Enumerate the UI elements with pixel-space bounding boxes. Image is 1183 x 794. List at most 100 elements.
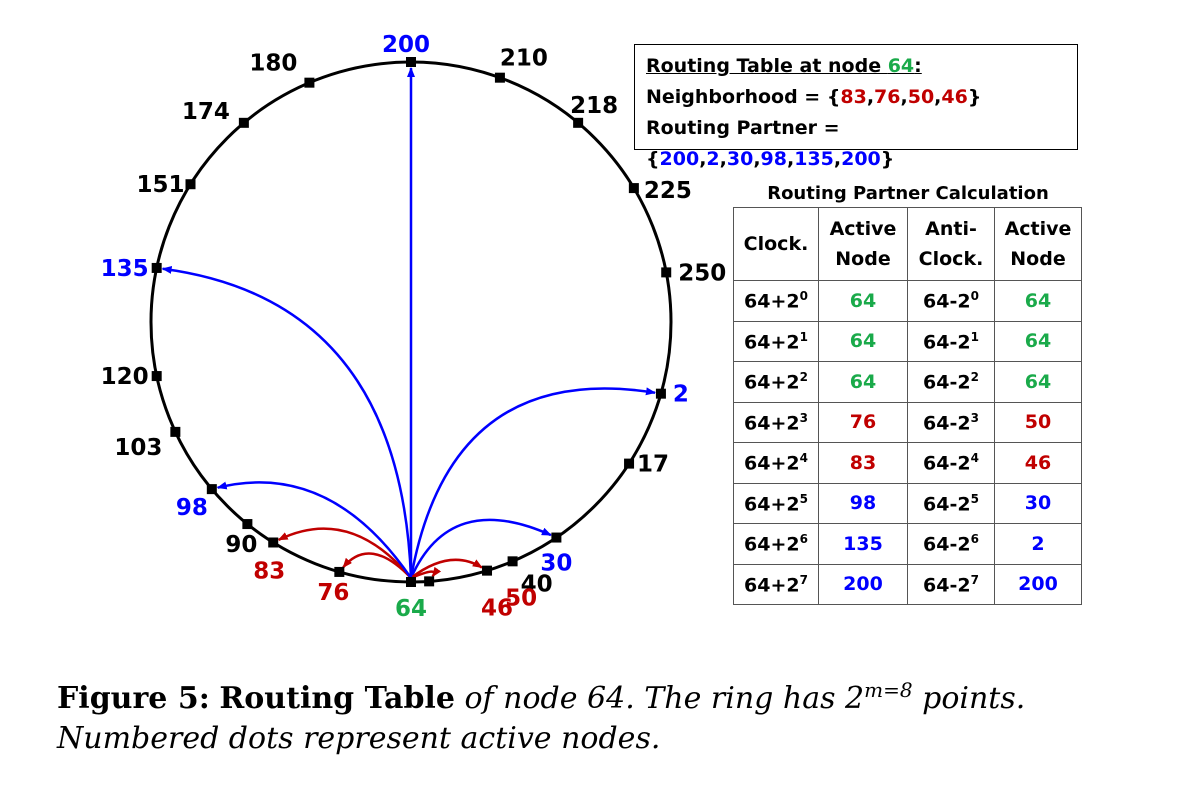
calc-acw-node: 200 bbox=[994, 563, 1082, 605]
ring-node-dot-180 bbox=[304, 77, 315, 88]
calc-acw-node: 64 bbox=[994, 320, 1082, 362]
routing-table-title: Routing Table at node 64: bbox=[646, 51, 1077, 82]
ring-node-dot-30 bbox=[551, 532, 562, 543]
header-clockwise-line1: Clock. bbox=[743, 233, 809, 255]
calc-cw-node: 64 bbox=[818, 320, 908, 362]
header-active-line2: Node bbox=[835, 248, 891, 270]
calc-acw-expr-base: 64-2 bbox=[923, 411, 971, 434]
calc-cw-expr-exponent: 2 bbox=[799, 370, 808, 385]
calc-acw-expr-base: 64-2 bbox=[923, 371, 971, 394]
ring-node-dot-98 bbox=[206, 484, 217, 495]
calc-cw-expr-base: 64+2 bbox=[744, 411, 800, 434]
header-anti-line2: Clock. bbox=[918, 248, 984, 270]
calc-acw-expr-exponent: 2 bbox=[970, 370, 979, 385]
ring-node-label-76: 76 bbox=[317, 580, 349, 606]
header-clockwise: Clock. bbox=[733, 207, 819, 281]
title-suffix: : bbox=[914, 55, 922, 77]
caption-italic-part2: points. Numbered dots represent active n… bbox=[57, 681, 1026, 756]
partner-separator: , bbox=[699, 148, 707, 170]
calc-cw-expr: 64+26 bbox=[733, 523, 819, 565]
calc-cw-expr-base: 64+2 bbox=[744, 290, 800, 313]
calc-cw-expr-exponent: 4 bbox=[799, 451, 808, 466]
arrow-to-30 bbox=[409, 518, 552, 579]
partner-prefix: Routing Partner = { bbox=[646, 117, 840, 170]
calc-cw-expr: 64+21 bbox=[733, 320, 819, 362]
calc-acw-expr-exponent: 0 bbox=[970, 289, 979, 304]
header-anticlockwise: Anti- Clock. bbox=[907, 207, 995, 281]
ring-node-dot-225 bbox=[628, 183, 639, 194]
neighborhood-item: 83 bbox=[840, 86, 867, 108]
partner-separator: , bbox=[719, 148, 727, 170]
calc-acw-expr: 64-26 bbox=[907, 523, 995, 565]
partner-suffix: } bbox=[880, 148, 895, 170]
calc-row: 64+25 98 64-25 30 bbox=[733, 482, 1082, 524]
ring-node-label-200: 200 bbox=[382, 32, 430, 58]
caption-italic-part1: of node 64. The ring has 2 bbox=[464, 681, 865, 716]
neighborhood-list: 83,76,50,46 bbox=[840, 86, 967, 108]
calc-acw-expr-exponent: 1 bbox=[970, 329, 979, 344]
calc-acw-expr-base: 64-2 bbox=[923, 573, 971, 596]
neighborhood-line: Neighborhood = {83,76,50,46} bbox=[646, 82, 1077, 113]
ring-node-label-17: 17 bbox=[637, 452, 669, 478]
calc-cw-node: 200 bbox=[818, 563, 908, 605]
ring-node-label-218: 218 bbox=[570, 93, 618, 119]
calc-row: 64+26 135 64-26 2 bbox=[733, 523, 1082, 565]
ring-node-dot-64 bbox=[406, 577, 416, 587]
partner-item: 200 bbox=[841, 148, 881, 170]
calc-cw-expr: 64+22 bbox=[733, 361, 819, 403]
routing-partner-calc-table: Clock. Active Node Anti- Clock. Active Node… bbox=[733, 207, 1082, 605]
caption-figure-label: Figure 5: bbox=[57, 681, 210, 716]
calc-cw-node: 83 bbox=[818, 442, 908, 484]
ring-node-label-225: 225 bbox=[644, 178, 692, 204]
calc-cw-expr-exponent: 0 bbox=[799, 289, 808, 304]
ring-node-dot-120 bbox=[151, 371, 162, 382]
ring-node-label-40: 40 bbox=[521, 571, 553, 597]
calc-cw-expr-base: 64+2 bbox=[744, 371, 800, 394]
calc-row: 64+22 64 64-22 64 bbox=[733, 361, 1082, 403]
partner-item: 98 bbox=[760, 148, 787, 170]
header-active2-line1: Active bbox=[1004, 218, 1072, 240]
calc-acw-expr: 64-24 bbox=[907, 442, 995, 484]
calc-table-body: 64+20 64 64-20 64 64+21 64 64-21 64 64+22 64 64-22… bbox=[733, 280, 1082, 605]
ring-node-label-103: 103 bbox=[114, 435, 162, 461]
calc-header-row: Clock. Active Node Anti- Clock. Active Node bbox=[733, 207, 1082, 281]
calc-cw-expr-base: 64+2 bbox=[744, 330, 800, 353]
calc-cw-node: 64 bbox=[818, 280, 908, 322]
ring-node-label-250: 250 bbox=[678, 260, 726, 286]
ring-node-dot-200 bbox=[406, 57, 416, 67]
calc-acw-expr-base: 64-2 bbox=[923, 533, 971, 556]
calc-cw-node: 98 bbox=[818, 482, 908, 524]
arrow-to-46 bbox=[410, 558, 483, 579]
calc-cw-expr-exponent: 6 bbox=[799, 532, 808, 547]
ring-node-label-151: 151 bbox=[136, 172, 184, 198]
ring-node-dot-250 bbox=[661, 267, 672, 278]
calc-table-title: Routing Partner Calculation bbox=[767, 183, 1049, 204]
neighborhood-item: 46 bbox=[941, 86, 968, 108]
neighborhood-separator: , bbox=[866, 86, 875, 108]
arrow-to-50 bbox=[410, 566, 442, 580]
calc-acw-expr-exponent: 6 bbox=[970, 532, 979, 547]
calc-row: 64+20 64 64-20 64 bbox=[733, 280, 1082, 322]
neighborhood-separator: , bbox=[900, 86, 908, 108]
partner-item: 135 bbox=[794, 148, 834, 170]
calc-cw-expr-base: 64+2 bbox=[744, 492, 800, 515]
neighborhood-suffix: } bbox=[967, 86, 982, 108]
caption-bold-title: Routing Table bbox=[219, 681, 455, 716]
calc-acw-node: 64 bbox=[994, 280, 1082, 322]
ring-node-dot-103 bbox=[170, 426, 181, 437]
title-node: 64 bbox=[887, 55, 915, 77]
neighborhood-item: 76 bbox=[874, 86, 901, 108]
ring-node-dot-17 bbox=[624, 458, 635, 469]
calc-acw-expr: 64-22 bbox=[907, 361, 995, 403]
ring-node-label-180: 180 bbox=[249, 51, 297, 77]
neighborhood-item: 50 bbox=[907, 86, 935, 108]
ring-node-dot-40 bbox=[507, 556, 518, 567]
partner-item: 30 bbox=[726, 148, 754, 170]
calc-acw-expr-base: 64-2 bbox=[923, 452, 971, 475]
calc-acw-node: 2 bbox=[994, 523, 1082, 565]
header-active-line1: Active bbox=[829, 218, 897, 240]
header-anti-line1: Anti- bbox=[925, 218, 977, 240]
ring-node-label-30: 30 bbox=[540, 551, 572, 577]
ring-node-label-174: 174 bbox=[182, 99, 230, 125]
